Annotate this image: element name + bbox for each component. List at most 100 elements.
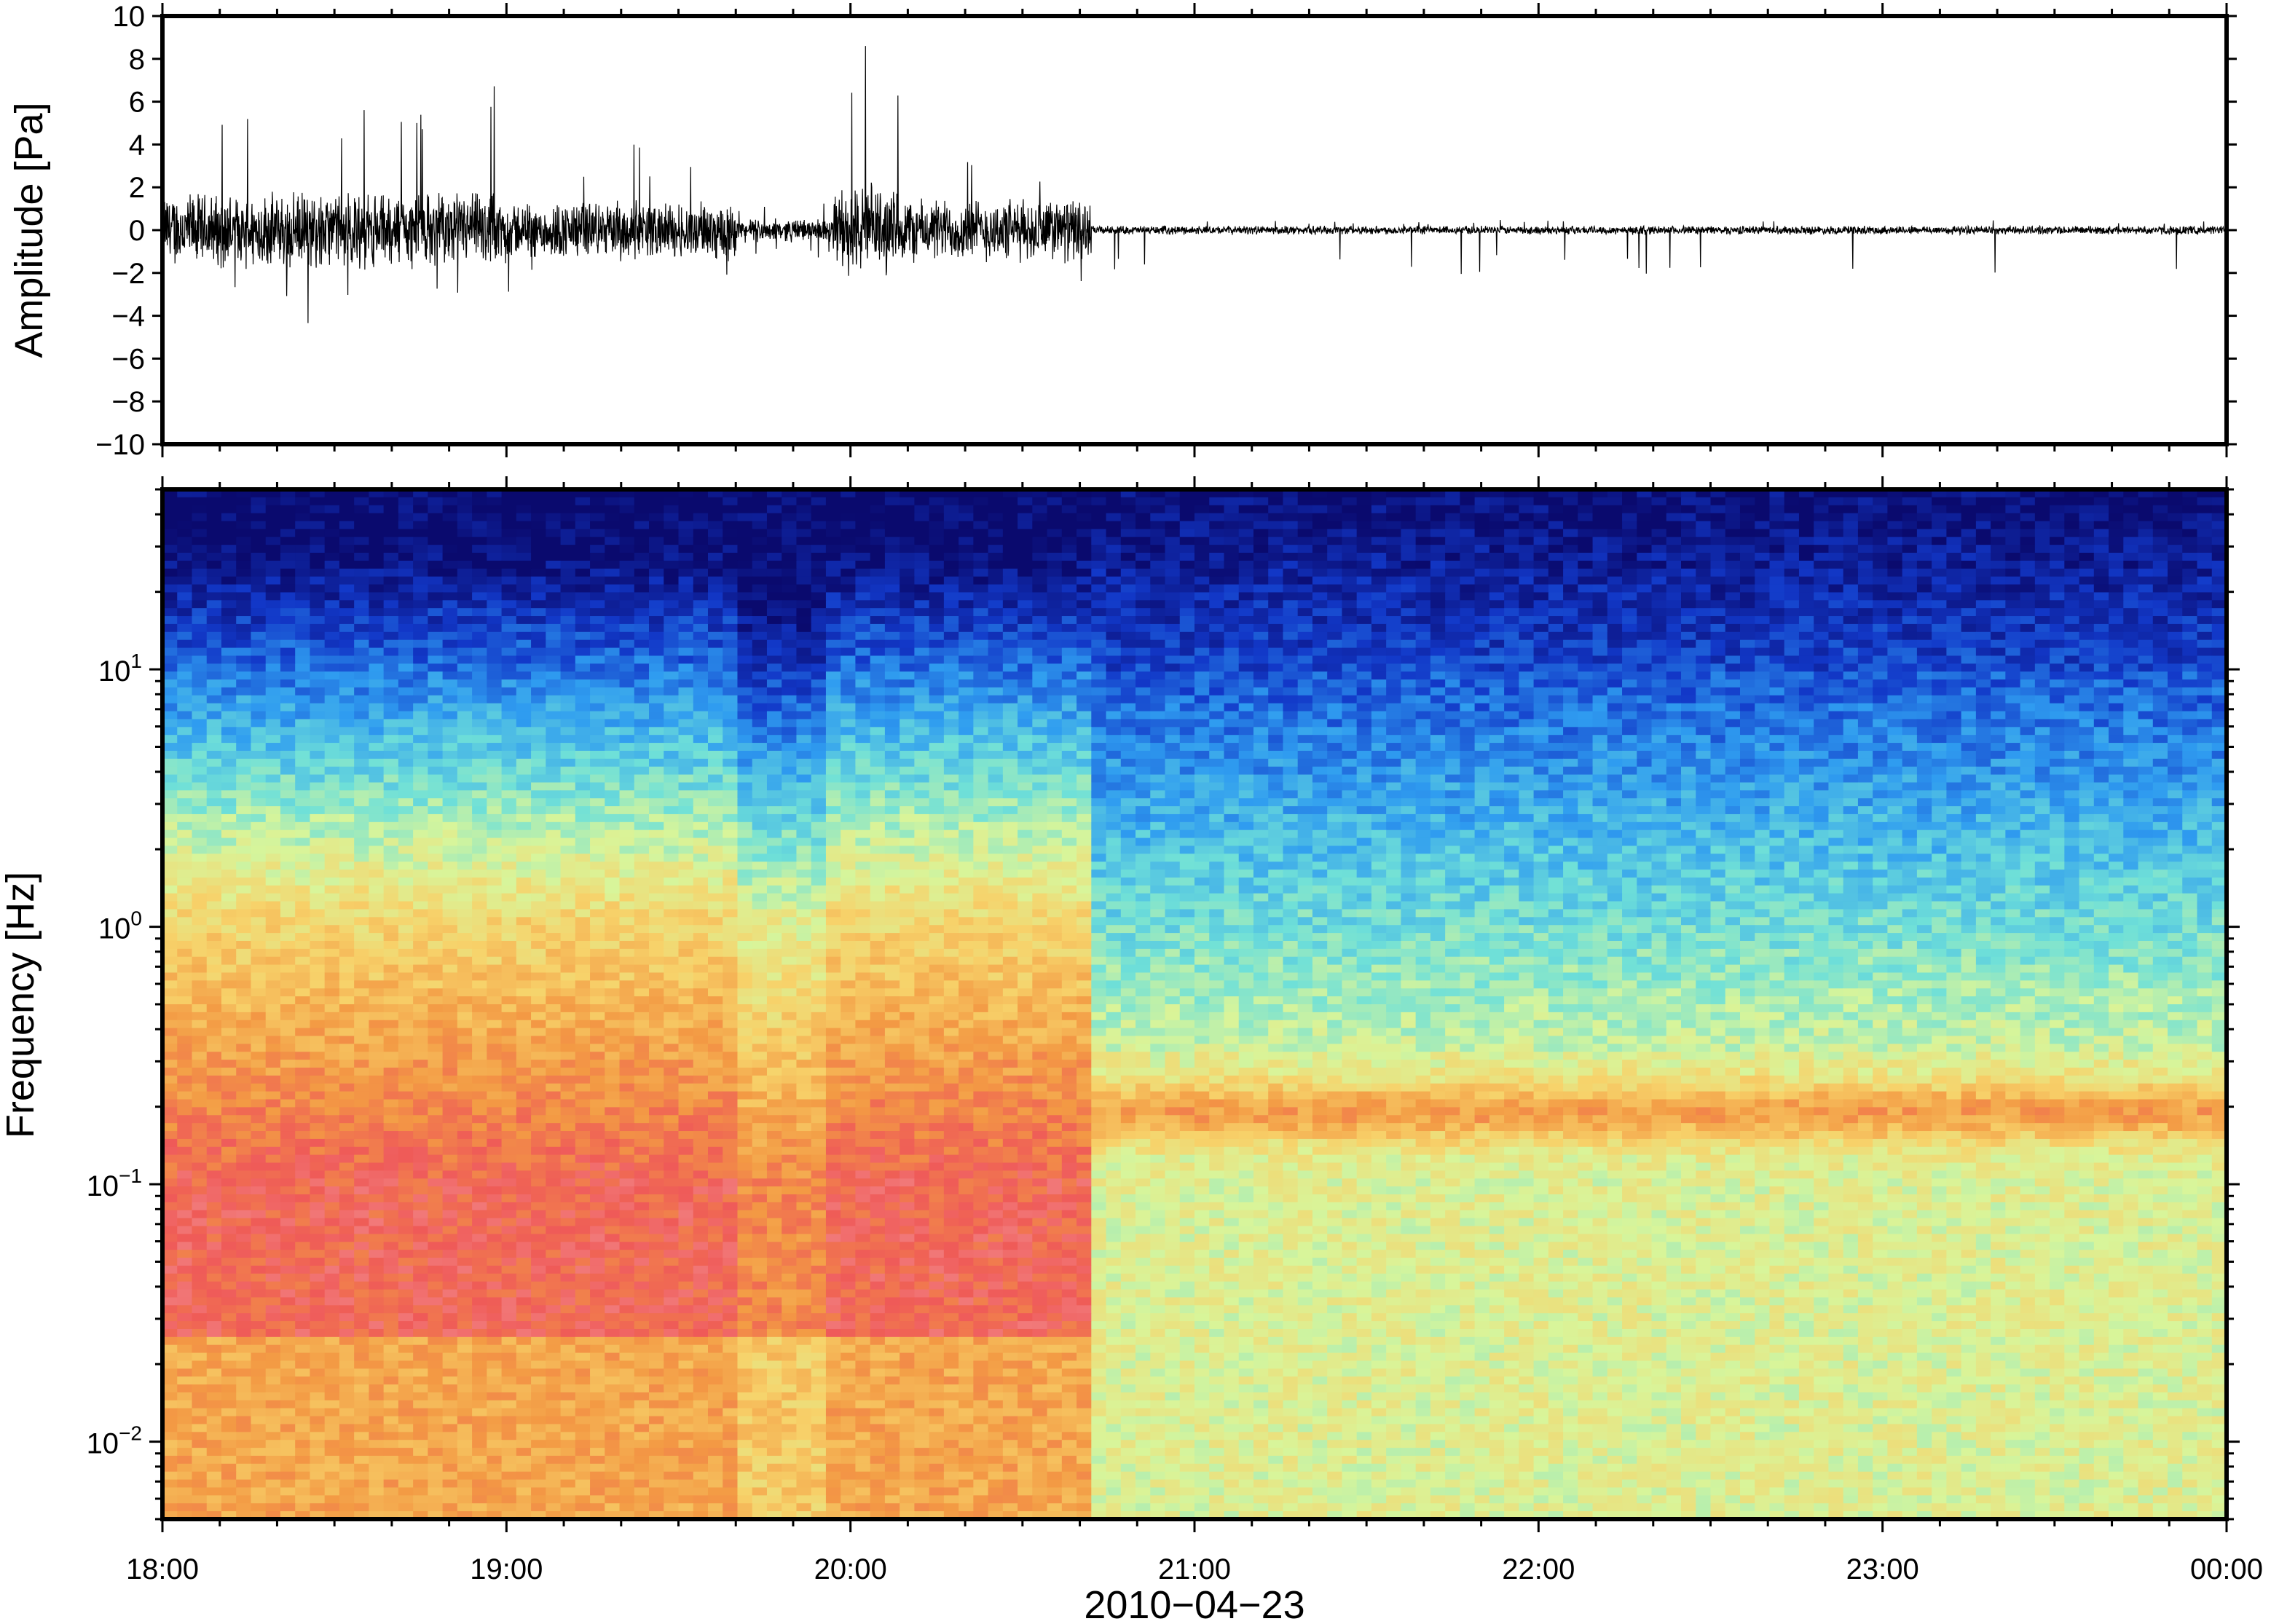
heatmap-cell — [1401, 505, 1417, 514]
heatmap-cell — [1798, 639, 1814, 649]
heatmap-cell — [1120, 497, 1136, 506]
heatmap-cell — [693, 608, 709, 617]
heatmap-cell — [1312, 711, 1328, 720]
heatmap-cell — [1637, 750, 1653, 760]
heatmap-cell — [1106, 505, 1122, 514]
heatmap-cell — [723, 513, 739, 522]
heatmap-cell — [2020, 592, 2036, 601]
heatmap-cell — [2064, 529, 2080, 537]
heatmap-cell — [192, 513, 208, 522]
heatmap-cell — [487, 497, 503, 506]
heatmap-cell — [192, 687, 208, 696]
heatmap-cell — [929, 560, 945, 569]
heatmap-cell — [914, 663, 930, 672]
heatmap-cell — [398, 719, 414, 728]
heatmap-cell — [1563, 513, 1578, 522]
heatmap-cell — [2123, 616, 2139, 625]
heatmap-cell — [1666, 545, 1682, 553]
heatmap-cell — [1002, 497, 1018, 506]
heatmap-cell — [236, 687, 252, 696]
heatmap-cell — [1622, 616, 1637, 625]
heatmap-cell — [1814, 743, 1830, 752]
heatmap-cell — [472, 584, 487, 593]
heatmap-cell — [1401, 750, 1417, 760]
heatmap-cell — [1828, 695, 1844, 704]
heatmap-cell — [324, 545, 340, 553]
heatmap-cell — [766, 727, 782, 736]
heatmap-cell — [1710, 671, 1726, 680]
heatmap-cell — [1828, 671, 1844, 680]
heatmap-cell — [1651, 529, 1667, 537]
heatmap-cell — [531, 521, 546, 529]
heatmap-cell — [782, 758, 798, 768]
heatmap-cell — [1238, 616, 1254, 625]
heatmap-cell — [1283, 703, 1299, 712]
heatmap-cell — [1887, 623, 1903, 633]
heatmap-cell — [1563, 623, 1578, 633]
heatmap-cell — [737, 727, 753, 736]
heatmap-cell — [1814, 631, 1830, 641]
heatmap-cell — [1489, 679, 1505, 688]
heatmap-cell — [177, 553, 193, 561]
heatmap-cell — [1032, 758, 1048, 768]
heatmap-cell — [1061, 576, 1077, 586]
heatmap-cell — [1091, 703, 1107, 712]
heatmap-cell — [1828, 750, 1844, 760]
heatmap-cell — [870, 671, 886, 680]
heatmap-cell — [398, 623, 414, 633]
heatmap-cell — [1268, 703, 1284, 712]
heatmap-cell — [1887, 553, 1903, 561]
heatmap-cell — [1991, 576, 2006, 586]
heatmap-cell — [1519, 639, 1535, 649]
heatmap-cell — [1136, 600, 1151, 609]
heatmap-cell — [1798, 584, 1814, 593]
heatmap-cell — [1828, 679, 1844, 688]
heatmap-cell — [1843, 616, 1859, 625]
heatmap-cell — [369, 576, 385, 586]
heatmap-cell — [1755, 600, 1771, 609]
heatmap-cell — [1386, 616, 1401, 625]
heatmap-cell — [1946, 703, 1962, 712]
heatmap-cell — [398, 711, 414, 720]
heatmap-cell — [1371, 679, 1387, 688]
heatmap-cell — [1165, 758, 1181, 768]
heatmap-cell — [1592, 631, 1608, 641]
heatmap-cell — [914, 529, 930, 537]
heatmap-cell — [487, 671, 503, 680]
heatmap-cell — [752, 727, 768, 736]
heatmap-cell — [162, 679, 178, 688]
heatmap-cell — [2182, 639, 2198, 649]
heatmap-cell — [1077, 576, 1092, 586]
heatmap-cell — [737, 719, 753, 728]
heatmap-cell — [1828, 584, 1844, 593]
heatmap-cell — [707, 592, 723, 601]
heatmap-cell — [1843, 537, 1859, 545]
heatmap-cell — [1725, 600, 1741, 609]
heatmap-cell — [766, 695, 782, 704]
heatmap-cell — [634, 758, 650, 768]
heatmap-cell — [1548, 513, 1564, 522]
heatmap-cell — [1136, 616, 1151, 625]
heatmap-cell — [1415, 679, 1431, 688]
heatmap-cell — [1460, 647, 1476, 657]
heatmap-cell — [943, 703, 959, 712]
heatmap-cell — [324, 489, 340, 498]
heatmap-cell — [413, 743, 428, 752]
heatmap-cell — [413, 513, 428, 522]
heatmap-cell — [1592, 616, 1608, 625]
heatmap-cell — [1696, 727, 1712, 736]
heatmap-cell — [1327, 489, 1343, 498]
heatmap-cell — [1666, 703, 1682, 712]
heatmap-cell — [1371, 655, 1387, 664]
heatmap-cell — [707, 703, 723, 712]
heatmap-cell — [1857, 568, 1873, 578]
heatmap-cell — [265, 750, 281, 760]
heatmap-cell — [1607, 537, 1623, 545]
heatmap-cell — [428, 735, 444, 744]
heatmap-cell — [531, 735, 546, 744]
heatmap-cell — [1798, 743, 1814, 752]
heatmap-cell — [1902, 727, 1918, 736]
heatmap-cell — [560, 553, 576, 561]
heatmap-cell — [884, 529, 900, 537]
heatmap-cell — [398, 513, 414, 522]
